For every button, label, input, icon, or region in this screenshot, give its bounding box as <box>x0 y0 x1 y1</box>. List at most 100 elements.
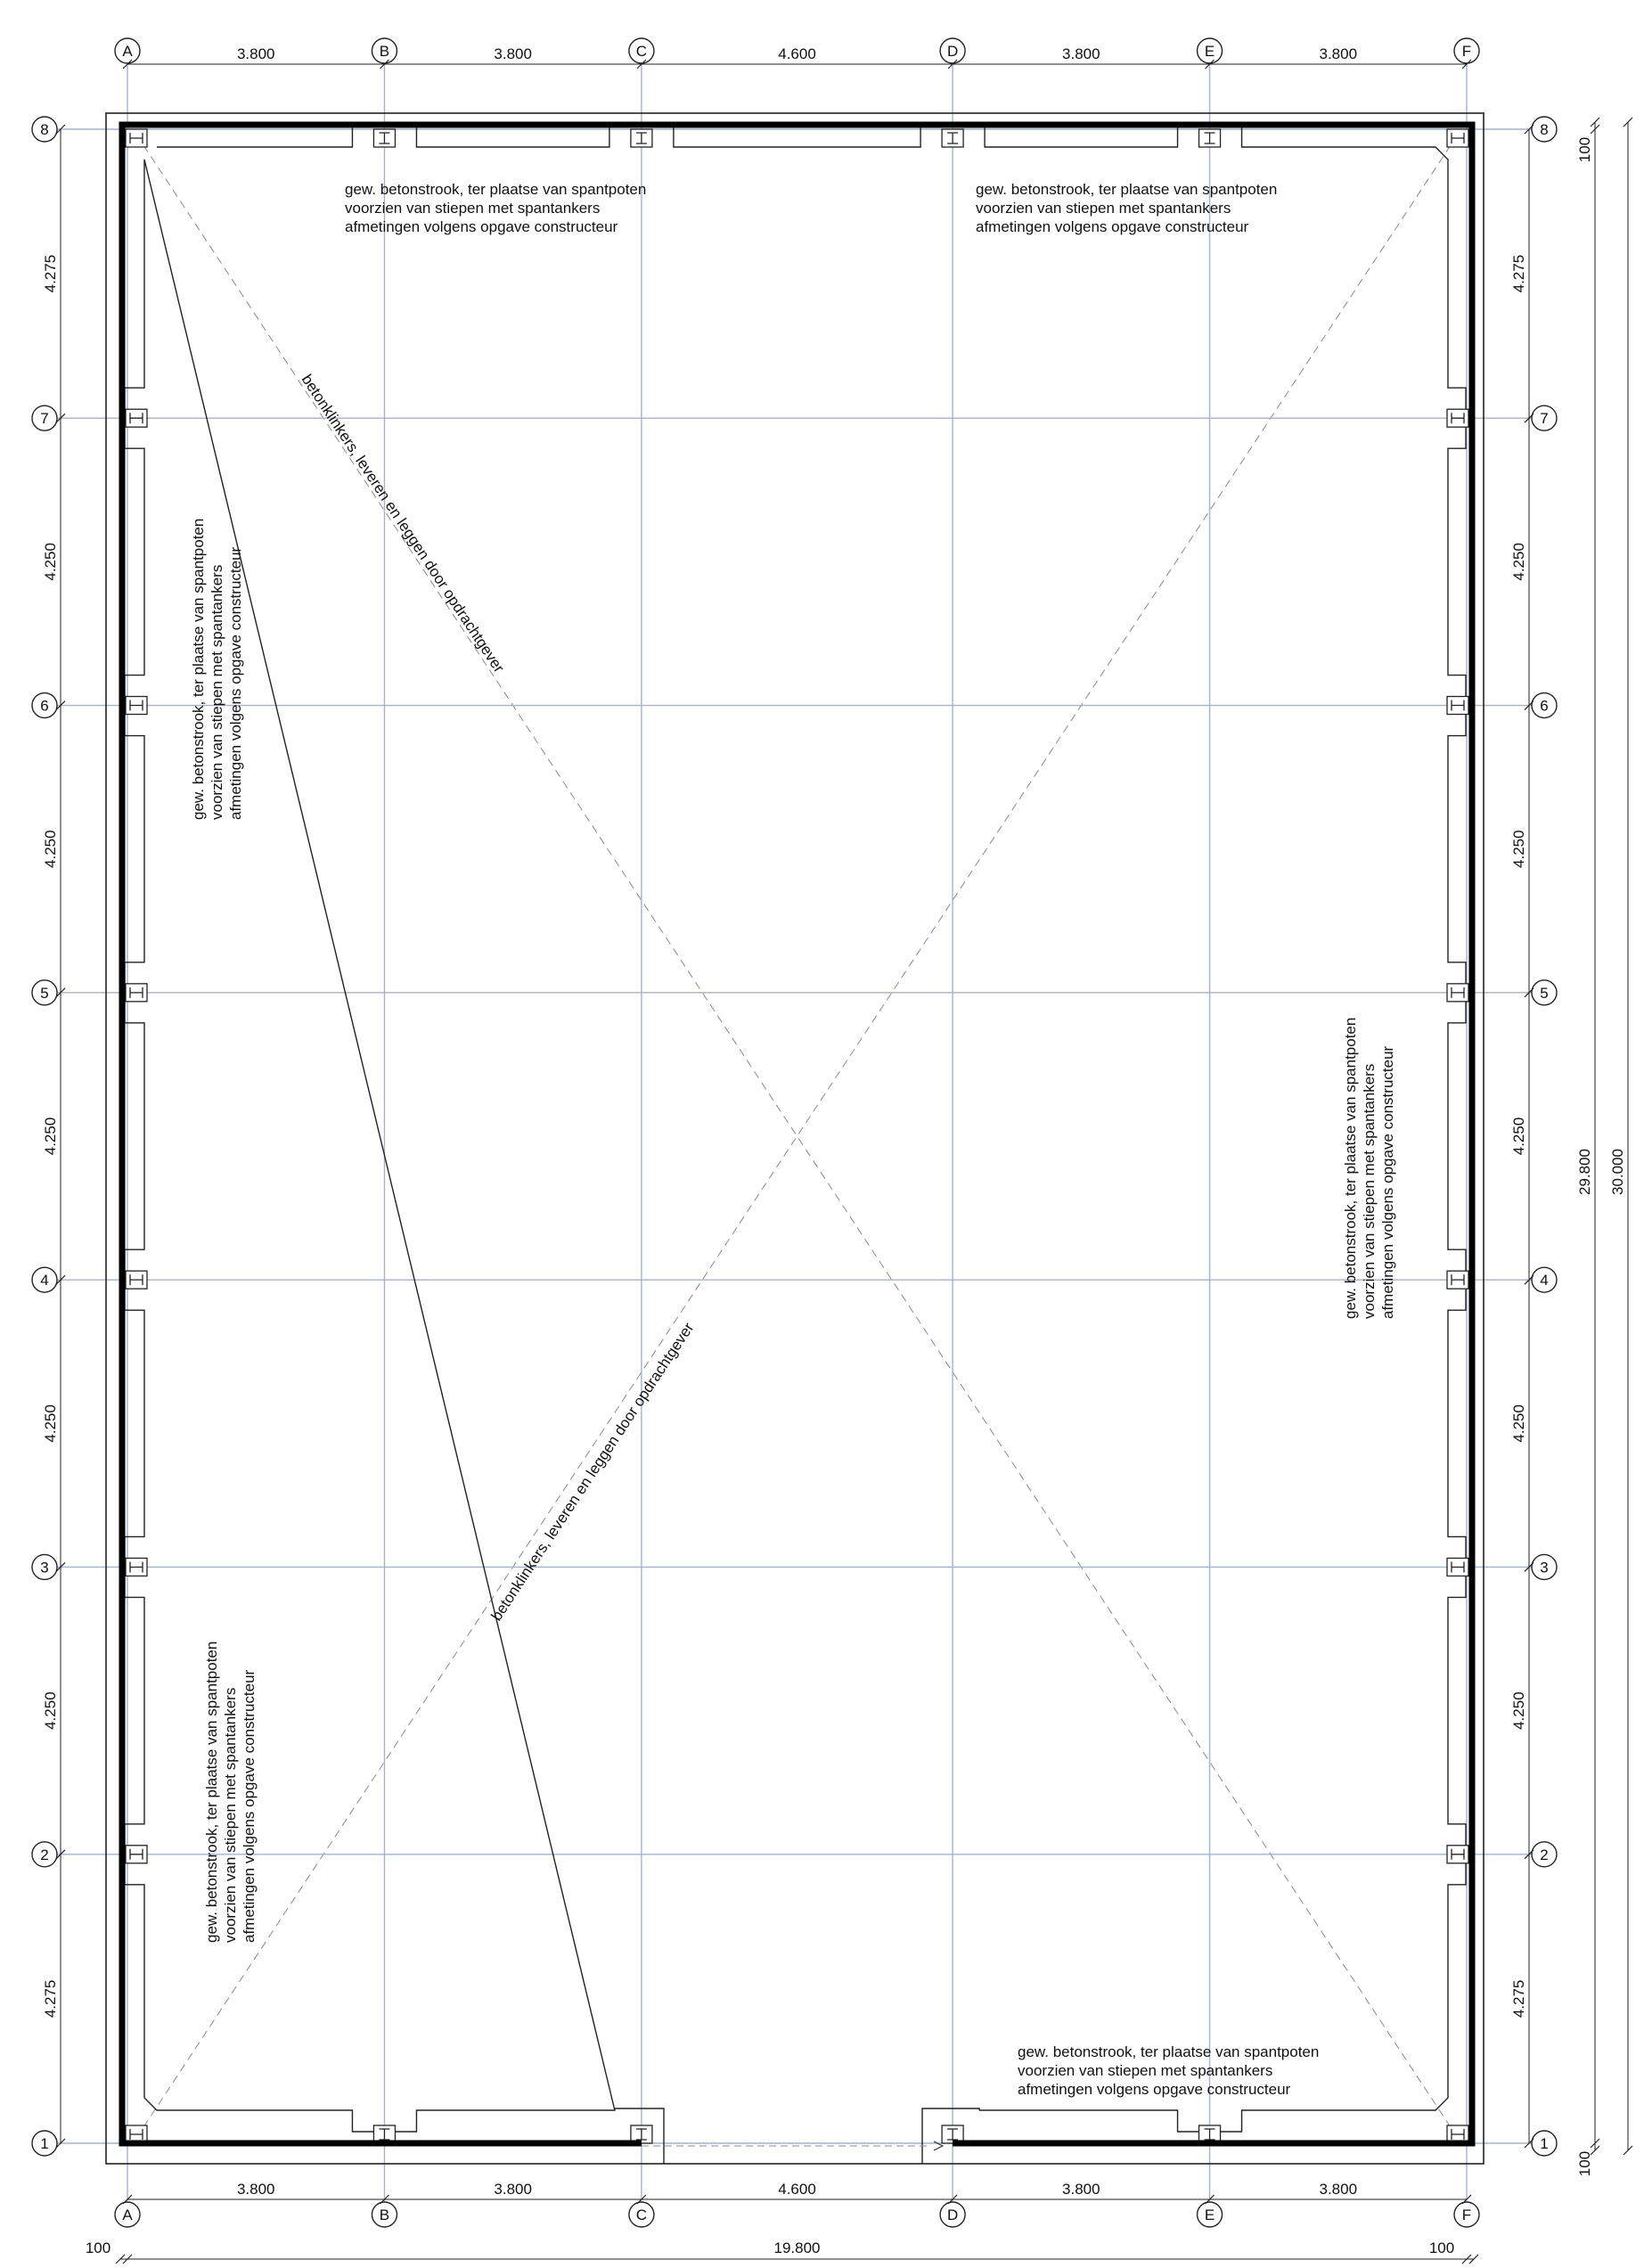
dim-tick <box>122 59 133 70</box>
dim-tick <box>1524 124 1534 135</box>
grid-bubble-top-C-circle <box>628 37 655 64</box>
column-pad-F5-profile <box>1451 987 1465 998</box>
grid-bubble-left-1-circle <box>31 2130 58 2157</box>
grid-bubble-right-7-circle <box>1531 405 1558 431</box>
note-line: voorzien van stiepen met spantankers <box>1361 1064 1378 1319</box>
dim-tick <box>1524 1562 1534 1572</box>
dim-tick <box>1205 2194 1215 2205</box>
grid-bubble-left-6-circle <box>31 692 58 719</box>
dim-tick <box>636 2194 647 2205</box>
dim-text-row-spacing: 4.250 <box>42 543 59 581</box>
grid-bubble-left-1-label: 1 <box>40 2135 48 2152</box>
grid-bubble-bottom-C-circle <box>628 2201 655 2228</box>
dimension-lines: 3.800 3.800 4.600 3.800 3.800 3.800 3.800 4.600… <box>42 45 1633 2264</box>
grid-bubble-top-B-circle <box>371 37 398 64</box>
dim-text-total-length: 30.000 <box>1609 1149 1626 1195</box>
note-line: gew. betonstrook, ter plaatse van spantp… <box>203 1642 220 1943</box>
grid-bubble-left-6-label: 6 <box>40 698 48 715</box>
grid-bubble-top-D-circle <box>939 37 966 64</box>
grid-bubble-left-7-label: 7 <box>40 410 48 427</box>
paving-note-lower: betonklinkers, leveren en leggen door op… <box>487 1319 697 1624</box>
door-arrow <box>933 2141 945 2151</box>
dim-text-row-spacing: 4.275 <box>42 255 59 293</box>
inner-strip-edge <box>157 124 1467 2133</box>
dim-tick <box>947 2194 958 2205</box>
dim-tick <box>55 2138 66 2149</box>
column-pad-B1-profile <box>379 2128 390 2141</box>
grid-bubble-right-6-circle <box>1531 692 1558 719</box>
column-pad-A4-profile <box>129 1274 143 1286</box>
note-left-lower: gew. betonstrook, ter plaatse van spantp… <box>203 1642 258 1943</box>
grid-bubble-right-1-circle <box>1531 2130 1558 2157</box>
dim-tick <box>1461 59 1472 70</box>
note-top-right: gew. betonstrook, ter plaatse van spantp… <box>976 181 1277 235</box>
paving-note-upper: betonklinkers, leveren en leggen door op… <box>299 372 508 676</box>
dim-tick <box>947 59 958 70</box>
dim-tick <box>55 413 66 423</box>
grid-bubble-left-5-label: 5 <box>40 985 48 1002</box>
column-pad-A5-profile <box>129 987 143 998</box>
note-left-upper: gew. betonstrook, ter plaatse van spantp… <box>190 519 244 820</box>
grid-bubble-top-C-label: C <box>636 43 647 60</box>
dim-tick <box>1205 59 1215 70</box>
dim-text-grid-length: 29.800 <box>1576 1149 1593 1195</box>
column-pad-F3-profile <box>1451 1561 1465 1573</box>
note-line: voorzien van stiepen met spantankers <box>222 1688 239 1943</box>
grid-bubble-left-3-label: 3 <box>40 1559 48 1576</box>
dim-tick <box>380 2194 389 2205</box>
note-line: gew. betonstrook, ter plaatse van spantp… <box>976 181 1277 198</box>
dim-text-row-spacing: 4.250 <box>1510 1118 1527 1156</box>
corner-pad-4-profile <box>1451 2129 1465 2140</box>
column-pad-F6-profile <box>1451 700 1465 711</box>
grid-bubble-bottom-D-label: D <box>947 2207 958 2223</box>
corner-pad-3-profile <box>129 2129 143 2140</box>
column-pad-A7-profile <box>129 413 143 424</box>
dim-text-row-spacing: 4.250 <box>42 1118 59 1156</box>
column-pads <box>125 128 1469 2144</box>
dim-tick <box>122 2194 133 2205</box>
column-pad-A2-profile <box>129 1848 143 1860</box>
grid-bubble-bottom-B-circle <box>371 2201 398 2228</box>
dim-tick <box>55 1562 66 1572</box>
grid-bubble-left-4-circle <box>31 1266 58 1293</box>
foundation-outline <box>105 112 1485 2165</box>
note-line: afmetingen volgens opgave constructeur <box>976 218 1249 235</box>
corner-pad-1-profile <box>129 133 143 143</box>
dim-text-column-spacing: 3.800 <box>237 45 275 62</box>
dim-tick <box>55 1849 66 1860</box>
dim-tick <box>55 987 66 998</box>
dim-text-edge-offset: 100 <box>1576 2151 1593 2176</box>
dim-text-column-spacing: 3.800 <box>1319 45 1357 62</box>
column-pad-E1-profile <box>1204 2128 1215 2141</box>
grid-bubble-bottom-D-circle <box>939 2201 966 2228</box>
column-pad-E8-profile <box>1204 132 1215 144</box>
dim-tick <box>1590 117 1600 127</box>
dim-tick <box>636 59 647 70</box>
grid-bubble-bottom-B-label: B <box>380 2207 389 2223</box>
dim-text-edge-offset: 100 <box>86 2239 110 2256</box>
grid-bubble-bottom-A-label: A <box>122 2207 133 2223</box>
grid-bubble-left-7-circle <box>31 405 58 431</box>
dim-text-column-spacing: 3.800 <box>1062 2181 1100 2198</box>
dim-text-column-spacing: 3.800 <box>1062 45 1100 62</box>
note-line: gew. betonstrook, ter plaatse van spantp… <box>1018 2043 1319 2060</box>
grid-bubble-right-5-label: 5 <box>1540 985 1548 1002</box>
diagonal-lines <box>143 144 1452 2128</box>
grid-bubble-left-2-circle <box>31 1841 58 1868</box>
dim-tick <box>55 700 66 710</box>
grid-bubble-right-4-label: 4 <box>1540 1272 1548 1289</box>
grid-bubble-right-4-circle <box>1531 1266 1558 1293</box>
dim-text-column-spacing: 3.800 <box>237 2181 275 2198</box>
grid-bubble-right-8-circle <box>1531 116 1558 143</box>
grid-bubble-top-A-circle <box>114 37 141 64</box>
grid-bubble-right-8-label: 8 <box>1540 121 1548 138</box>
note-line: gew. betonstrook, ter plaatse van spantp… <box>345 181 646 198</box>
note-line: afmetingen volgens opgave constructeur <box>227 546 244 820</box>
column-pad-C1-profile <box>635 2128 647 2141</box>
dim-text-column-spacing: 3.800 <box>494 2181 532 2198</box>
inner-strip-edge <box>124 159 616 2133</box>
dim-text-edge-offset: 100 <box>1429 2239 1454 2256</box>
grid-bubble-left-2-label: 2 <box>40 1846 48 1863</box>
note-line: voorzien van stiepen met spantankers <box>345 200 600 217</box>
